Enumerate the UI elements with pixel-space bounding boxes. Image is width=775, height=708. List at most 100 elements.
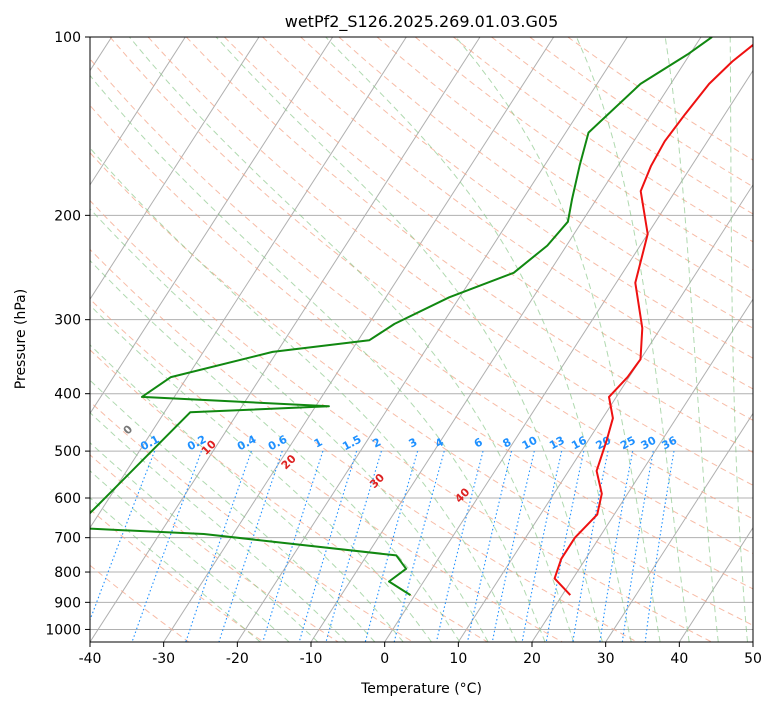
y-tick-label: 100 <box>54 30 81 46</box>
mixing-ratio-line <box>364 450 419 642</box>
chart-axes: -40 -30 -20 -10 0 10 20 30 40 50 100 200 300 400 500 60… <box>45 30 762 667</box>
dry-adiabat-line <box>90 151 753 626</box>
y-tick-label: 900 <box>54 595 81 611</box>
dry-adiabat-line <box>376 37 753 300</box>
dry-adiabat-line <box>300 37 753 359</box>
x-tick-label: -10 <box>300 651 323 667</box>
mixing-ratio-label: 16 <box>569 434 589 453</box>
isotherm-line <box>90 37 260 301</box>
moist-adiabat-line <box>90 74 546 642</box>
dry-adiabat-line <box>90 298 563 642</box>
mixing-ratio-line <box>131 450 202 642</box>
x-tick-label: 20 <box>523 651 541 667</box>
x-tick-label: 40 <box>670 651 688 667</box>
dry-adiabat-line <box>90 349 488 642</box>
y-tick-label: 1000 <box>45 622 81 638</box>
isotherm-line <box>531 298 753 642</box>
chart-grid <box>90 37 753 642</box>
dry-adiabat-line <box>90 58 753 555</box>
x-tick-label: 50 <box>744 651 762 667</box>
x-tick-label: 30 <box>597 651 615 667</box>
isotherm-line <box>163 37 555 642</box>
dry-adiabat-line <box>338 37 753 329</box>
dewpoint-line <box>90 37 713 596</box>
mixing-ratio-line <box>435 450 484 642</box>
y-tick-label: 400 <box>54 387 81 403</box>
mixing-ratio-line <box>466 450 513 642</box>
isotherm-line <box>310 37 702 642</box>
y-tick-label: 600 <box>54 491 81 507</box>
mixing-ratio-line <box>393 450 445 642</box>
x-tick-label: -40 <box>79 651 102 667</box>
plot-frame <box>89 36 754 643</box>
mixing-ratio-line <box>325 450 382 642</box>
mixing-ratio-line <box>218 450 283 642</box>
moist-adiabat-line <box>215 37 603 642</box>
dry-adiabat-line <box>224 37 753 421</box>
moist-adiabat-line <box>90 304 432 642</box>
mixing-ratio-line <box>545 450 585 642</box>
mixing-ratio-label: 20 <box>594 434 614 453</box>
y-tick-label: 500 <box>54 444 81 460</box>
y-tick-label: 300 <box>54 313 81 329</box>
x-axis-label: Temperature (°C) <box>360 681 482 697</box>
mixing-ratio-line <box>90 450 156 622</box>
mixing-ratio-line <box>185 450 252 642</box>
mixing-ratio-line <box>521 450 563 642</box>
isotherm-line <box>605 412 753 642</box>
dry-adiabat-line <box>90 248 638 642</box>
mixing-ratio-label: 10 <box>520 434 540 453</box>
y-tick-label: 800 <box>54 565 81 581</box>
dry-adiabat-line <box>90 199 712 642</box>
mixing-ratio-label: 30 <box>639 434 659 453</box>
moist-adiabat-line <box>90 470 290 642</box>
moist-adiabat-line <box>664 37 719 642</box>
mixing-ratio-line <box>621 451 654 642</box>
y-tick-label: 700 <box>54 531 81 547</box>
mixing-ratio-label: 25 <box>618 434 638 453</box>
moist-adiabat-line <box>325 37 632 642</box>
x-tick-label: 0 <box>380 651 389 667</box>
mixing-ratio-line <box>572 450 609 642</box>
moist-adiabat-line <box>576 37 690 642</box>
moist-adiabat-line <box>90 442 319 642</box>
dry-adiabat-line <box>90 401 414 642</box>
moist-adiabat-line <box>90 259 461 642</box>
isotherm-line <box>90 37 407 529</box>
dry-adiabat-line <box>262 37 753 390</box>
dry-adiabat-line <box>90 454 339 642</box>
moist-adiabat-line <box>729 37 748 642</box>
isotherm-line <box>90 37 186 186</box>
moist-adiabat-line <box>90 497 261 642</box>
moist-adiabat-line <box>455 37 661 642</box>
moist-adiabat-line <box>90 411 347 642</box>
x-tick-label: -20 <box>226 651 249 667</box>
temperature-line <box>553 43 753 596</box>
isotherm-line <box>678 526 753 642</box>
isotherm-line <box>457 183 753 642</box>
dry-adiabat-line <box>90 104 753 590</box>
moist-adiabat-line <box>90 147 517 642</box>
isotherm-line <box>236 37 628 642</box>
mixing-ratio-line <box>644 451 675 642</box>
mixing-ratio-line <box>491 450 535 642</box>
x-tick-label: 10 <box>449 651 467 667</box>
x-tick-label: -30 <box>152 651 175 667</box>
y-axis-label: Pressure (hPa) <box>13 289 29 389</box>
isotherm-line <box>90 37 334 415</box>
chart-title: wetPf2_S126.2025.269.01.03.G05 <box>285 12 559 32</box>
chart-series <box>90 37 753 596</box>
mixing-ratio-label: 36 <box>660 434 680 453</box>
moist-adiabat-line <box>90 344 404 642</box>
moist-adiabat-line <box>129 37 575 642</box>
mixing-ratio-line <box>298 450 358 642</box>
mixing-ratio-line <box>599 450 634 642</box>
moist-adiabat-line <box>90 208 489 642</box>
isotherm-line <box>384 69 753 642</box>
dry-adiabat-line <box>90 564 190 642</box>
y-tick-label: 200 <box>54 208 81 224</box>
dry-adiabat-line <box>109 37 753 520</box>
mixing-ratio-label: 13 <box>547 434 567 453</box>
